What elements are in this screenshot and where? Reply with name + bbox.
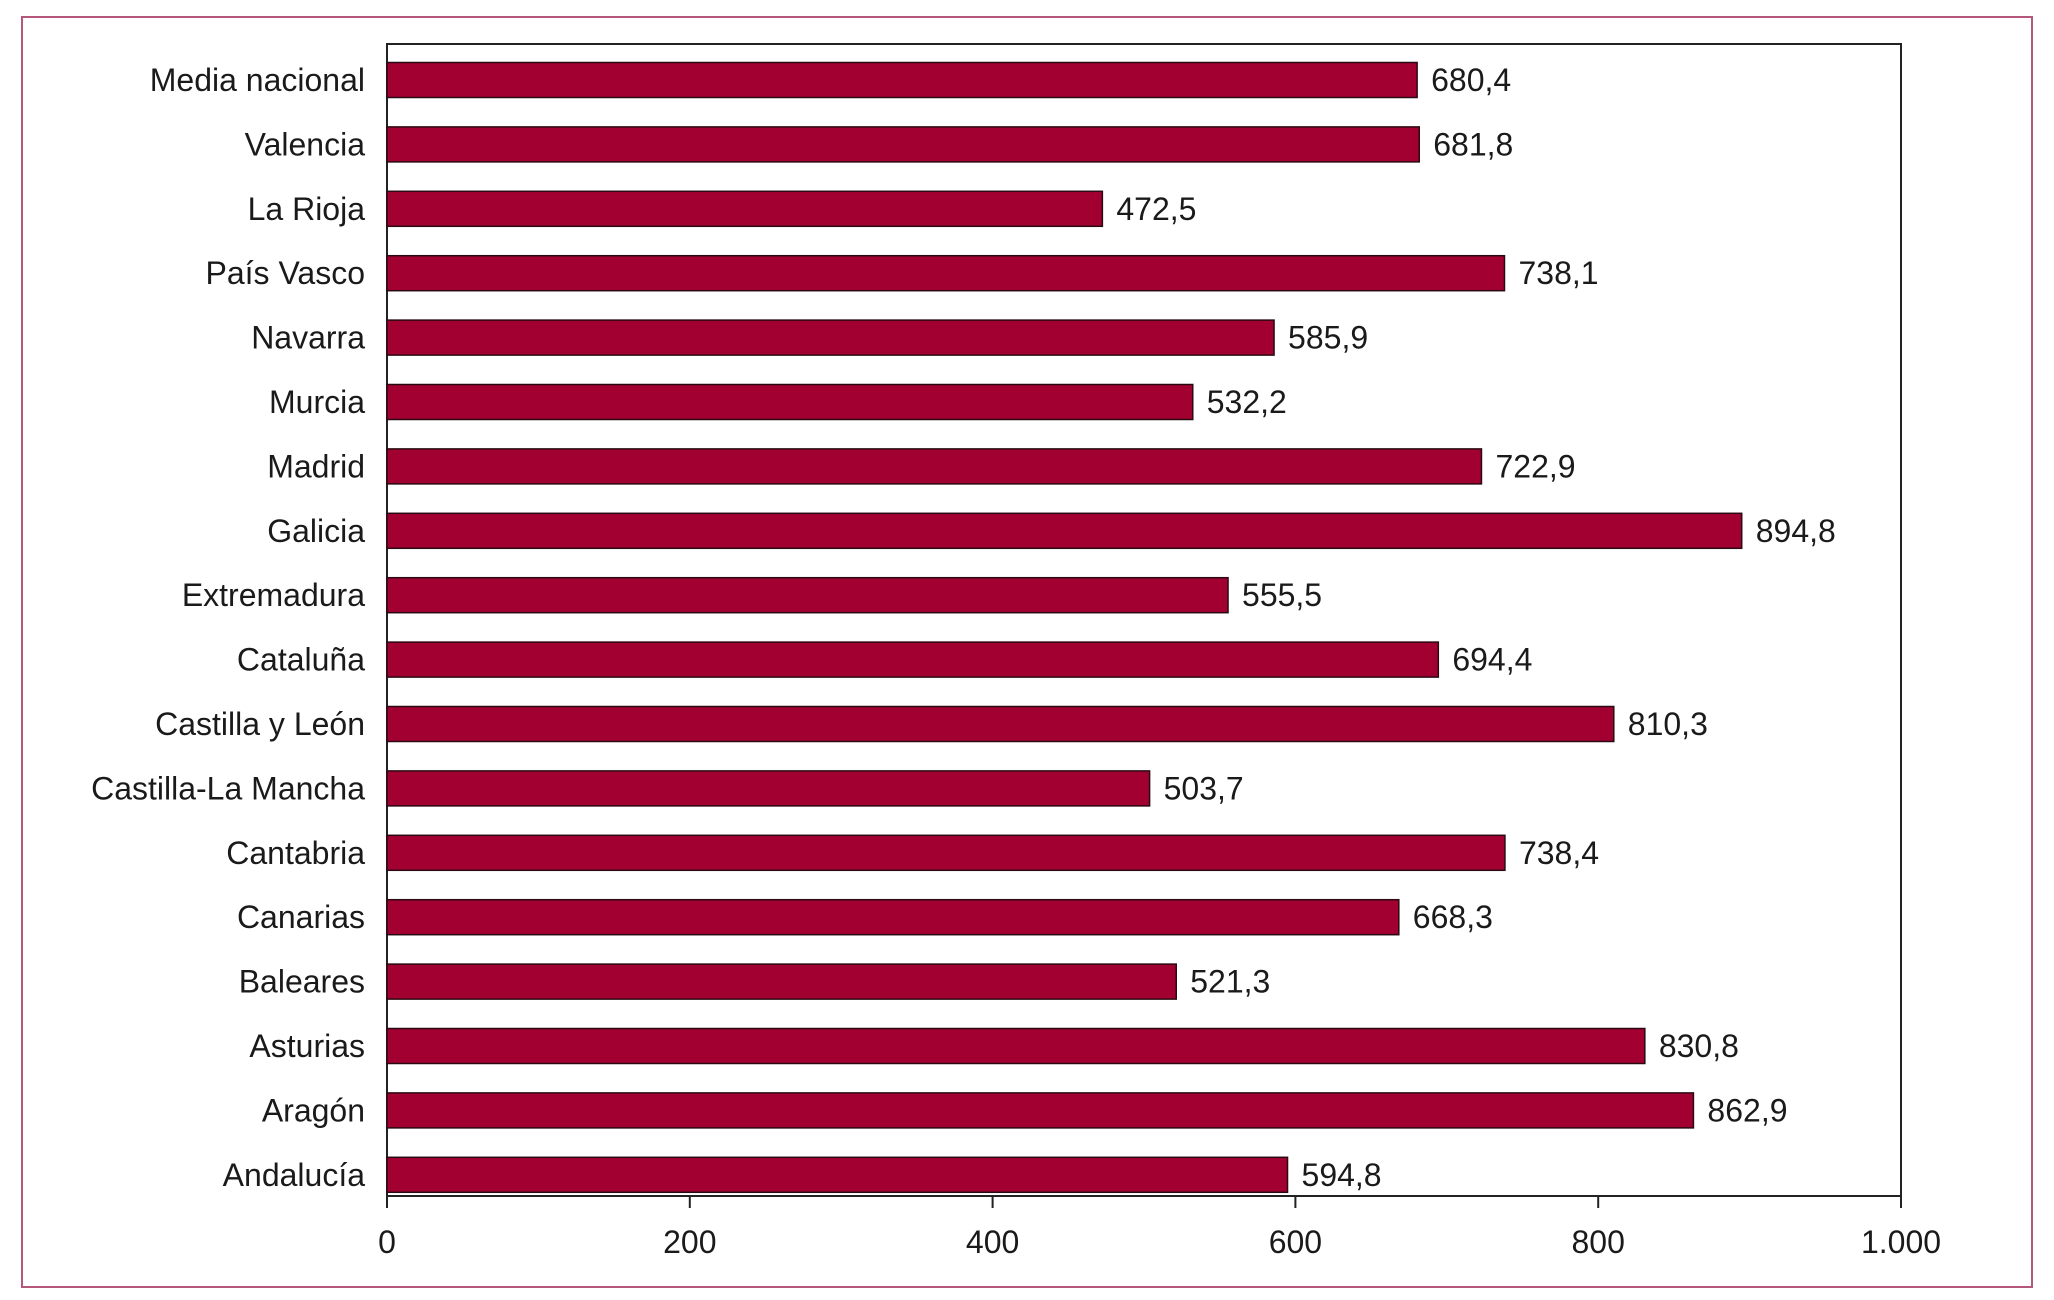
bar — [386, 576, 1229, 614]
x-tick-label: 0 — [378, 1224, 396, 1260]
value-label: 738,1 — [1518, 255, 1598, 291]
category-label: Baleares — [239, 964, 365, 1000]
bar — [386, 834, 1506, 872]
category-label: Cantabria — [226, 835, 365, 871]
value-label: 681,8 — [1433, 126, 1513, 162]
chart-frame — [21, 16, 2033, 1288]
value-label: 680,4 — [1431, 62, 1511, 98]
category-label: Asturias — [249, 1028, 365, 1064]
value-label: 668,3 — [1413, 899, 1493, 935]
bar — [386, 963, 1177, 1000]
category-label: Madrid — [267, 448, 365, 484]
value-label: 894,8 — [1756, 513, 1836, 549]
x-tick-label: 1.000 — [1861, 1224, 1941, 1260]
value-label: 503,7 — [1164, 770, 1244, 806]
value-label: 862,9 — [1707, 1092, 1787, 1128]
x-tick-label: 800 — [1572, 1224, 1625, 1260]
bar — [386, 319, 1275, 356]
x-tick-label: 400 — [966, 1224, 1019, 1260]
bar — [386, 61, 1418, 99]
bar — [386, 512, 1743, 550]
category-label: Castilla-La Mancha — [91, 770, 365, 806]
category-label: La Rioja — [248, 191, 366, 227]
category-label: Valencia — [245, 126, 366, 162]
value-label: 594,8 — [1302, 1157, 1382, 1193]
category-label: Extremadura — [182, 577, 365, 613]
category-label: Navarra — [251, 320, 365, 356]
bar — [386, 254, 1506, 292]
category-label: Murcia — [269, 384, 365, 420]
value-label: 810,3 — [1628, 706, 1708, 742]
bar — [386, 1092, 1695, 1129]
category-label: Andalucía — [223, 1157, 366, 1193]
bar — [386, 448, 1483, 485]
category-label: Canarias — [237, 899, 365, 935]
category-label: Cataluña — [237, 642, 365, 678]
bar — [386, 1027, 1646, 1065]
bar — [386, 1156, 1289, 1194]
bar — [386, 641, 1440, 678]
bar — [386, 898, 1400, 936]
category-label: Aragón — [262, 1092, 365, 1128]
x-tick-label: 600 — [1269, 1224, 1322, 1260]
plot-border — [386, 43, 1902, 1197]
value-label: 738,4 — [1519, 835, 1599, 871]
value-label: 555,5 — [1242, 577, 1322, 613]
bar — [386, 126, 1420, 163]
x-tick-label: 200 — [663, 1224, 716, 1260]
value-label: 585,9 — [1288, 320, 1368, 356]
category-label: País Vasco — [206, 255, 365, 291]
category-label: Castilla y León — [155, 706, 365, 742]
bar — [386, 770, 1151, 807]
plot-area: Media nacional 680,4 Valencia 681,8 La Rioja… — [91, 43, 1941, 1260]
value-label: 830,8 — [1659, 1028, 1739, 1064]
bar — [386, 190, 1104, 228]
bar — [386, 383, 1194, 421]
value-label: 532,2 — [1207, 384, 1287, 420]
value-label: 694,4 — [1452, 642, 1532, 678]
category-label: Media nacional — [150, 62, 365, 98]
bar — [386, 705, 1615, 743]
value-label: 722,9 — [1495, 448, 1575, 484]
value-label: 472,5 — [1116, 191, 1196, 227]
category-label: Galicia — [267, 513, 365, 549]
value-label: 521,3 — [1190, 964, 1270, 1000]
